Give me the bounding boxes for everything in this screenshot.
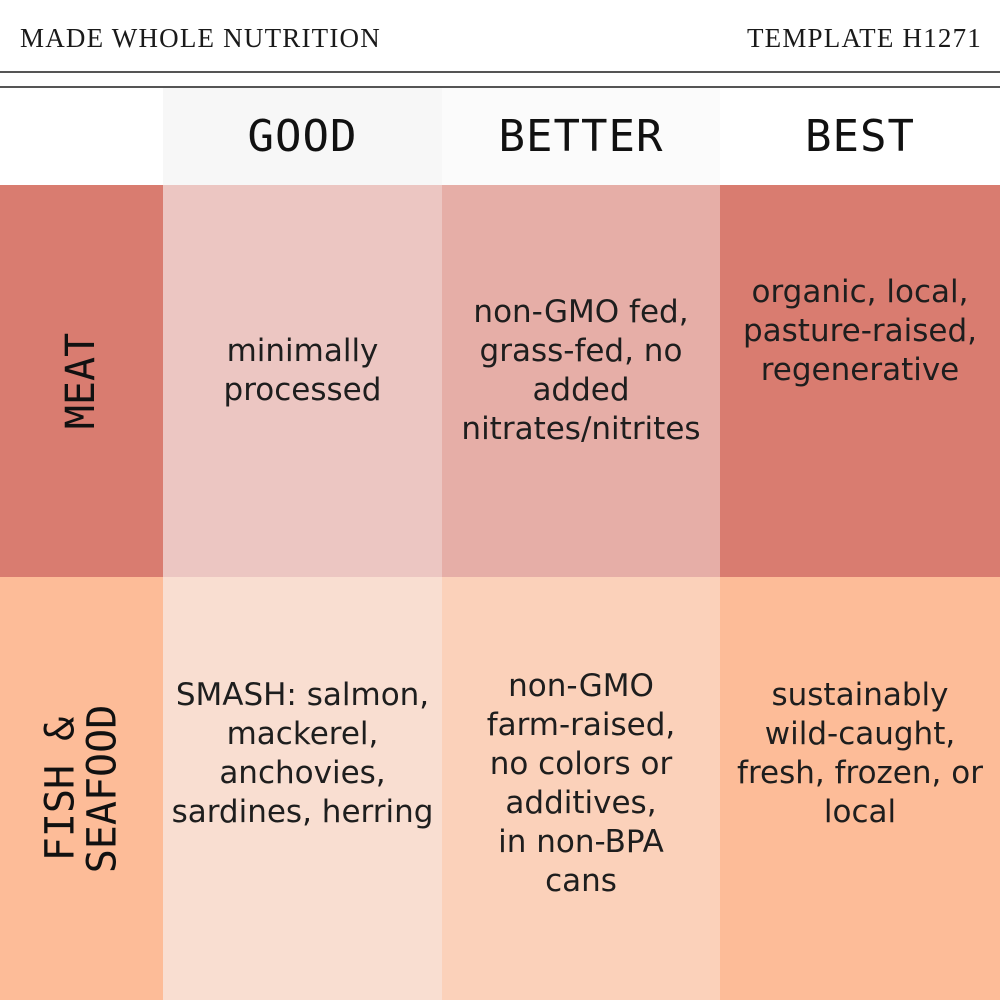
column-header-best: BEST — [720, 88, 1000, 185]
meat-better-cell: non-GMO fed, grass-fed, no added nitrate… — [442, 185, 720, 577]
comparison-table: GOOD BETTER BEST MEAT minimally processe… — [0, 88, 1000, 1000]
column-header-better: BETTER — [442, 88, 720, 185]
column-header-good: GOOD — [163, 88, 442, 185]
fish-good-cell: SMASH: salmon, mackerel, anchovies, sard… — [163, 577, 442, 1000]
corner-cell — [0, 88, 163, 185]
meat-good-cell: minimally processed — [163, 185, 442, 577]
divider-line — [0, 71, 1000, 73]
row-label-meat: MEAT — [0, 185, 163, 577]
brand-name: MADE WHOLE NUTRITION — [20, 23, 381, 53]
fish-best-cell: sustainably wild-caught, fresh, frozen, … — [720, 577, 1000, 1000]
meat-best-cell: organic, local, pasture-raised, regenera… — [720, 185, 1000, 577]
row-label-fish-seafood: FISH & SEAFOOD — [0, 577, 163, 1000]
divider-line — [0, 86, 1000, 88]
template-id: TEMPLATE H1271 — [746, 23, 982, 53]
row-label-meat-text: MEAT — [58, 332, 105, 430]
fish-better-cell: non-GMO farm-raised, no colors or additi… — [442, 577, 720, 1000]
top-bar: MADE WHOLE NUTRITION TEMPLATE H1271 — [0, 0, 1000, 72]
row-label-fish-seafood-text: FISH & SEAFOOD — [37, 704, 126, 873]
